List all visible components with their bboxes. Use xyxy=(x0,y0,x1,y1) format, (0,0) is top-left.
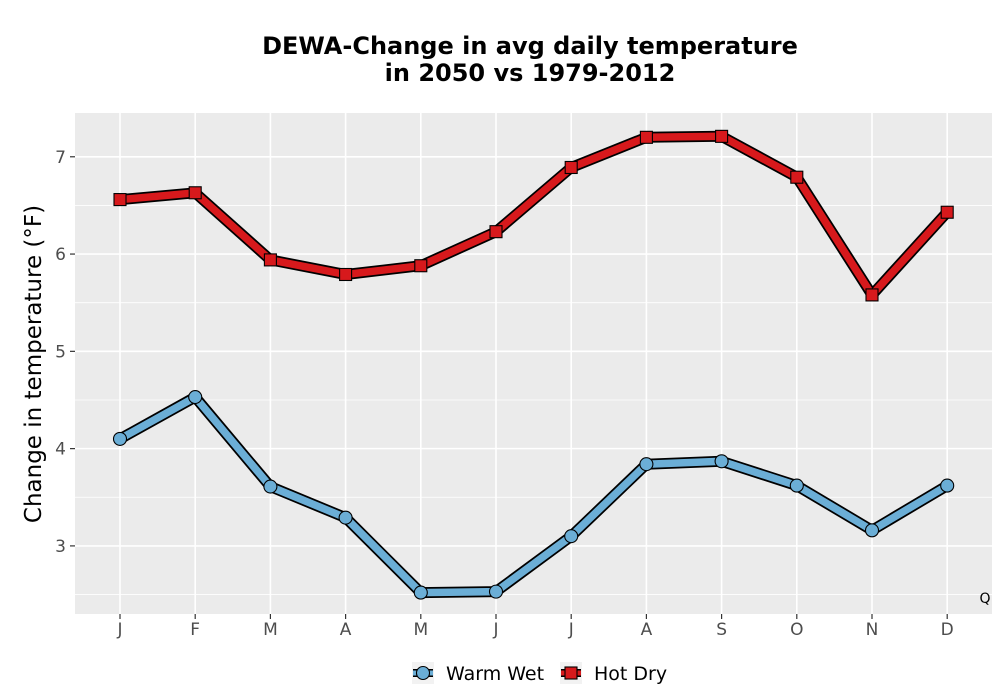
chart-title-line1: DEWA-Change in avg daily temperature xyxy=(262,32,798,60)
legend-key-marker xyxy=(564,666,578,680)
y-tick-label: 6 xyxy=(55,245,66,265)
data-point xyxy=(188,390,203,405)
data-point xyxy=(790,170,804,184)
series-line-0 xyxy=(116,393,951,597)
data-point xyxy=(714,454,729,469)
legend-label: Warm Wet xyxy=(446,663,544,685)
data-point xyxy=(864,523,880,538)
data-point xyxy=(940,205,954,219)
data-point xyxy=(940,478,955,493)
x-tick-label: A xyxy=(641,620,653,640)
data-point xyxy=(414,259,428,273)
y-tick-label: 7 xyxy=(55,148,66,168)
data-point xyxy=(112,431,128,446)
y-axis-label: Change in temperature (°F) xyxy=(21,205,47,523)
x-tick-label: M xyxy=(413,620,428,640)
data-point xyxy=(639,457,654,472)
data-point xyxy=(639,130,653,144)
x-tick-label: D xyxy=(941,620,954,640)
chart-title-line2: in 2050 vs 1979-2012 xyxy=(385,59,676,87)
x-tick-label: J xyxy=(492,620,498,640)
data-point xyxy=(339,267,353,282)
legend: Warm Wet Hot Dry xyxy=(412,662,667,685)
data-point xyxy=(564,529,579,544)
data-point xyxy=(263,479,278,494)
x-tick-label: A xyxy=(340,620,352,640)
grid-minor xyxy=(75,205,992,595)
data-point xyxy=(113,193,127,207)
plot-panel xyxy=(75,113,992,614)
data-point xyxy=(263,253,277,267)
x-tick-label: J xyxy=(568,620,574,640)
series-line-1 xyxy=(116,132,951,299)
x-tick-label: F xyxy=(190,620,200,640)
legend-key-marker xyxy=(415,665,431,681)
data-point xyxy=(865,288,879,302)
legend-label: Hot Dry xyxy=(594,663,667,685)
data-point xyxy=(338,510,353,525)
data-point xyxy=(413,585,428,600)
x-tick-label: S xyxy=(716,620,727,640)
y-axis-ticks: 3 4 5 6 7 xyxy=(55,148,75,557)
series-layer xyxy=(112,129,955,600)
y-tick-label: 4 xyxy=(55,440,66,460)
x-tick-label: N xyxy=(866,620,879,640)
y-tick-label: 3 xyxy=(55,537,66,557)
data-point xyxy=(489,225,503,239)
data-point xyxy=(715,129,729,143)
data-point xyxy=(488,584,504,599)
plot-caption: Q xyxy=(979,591,990,607)
x-tick-label: M xyxy=(263,620,278,640)
x-tick-label: J xyxy=(116,620,122,640)
y-tick-label: 5 xyxy=(55,342,66,362)
data-point xyxy=(564,160,578,175)
data-point xyxy=(188,186,202,200)
x-tick-label: O xyxy=(790,620,803,640)
data-point xyxy=(789,478,804,493)
